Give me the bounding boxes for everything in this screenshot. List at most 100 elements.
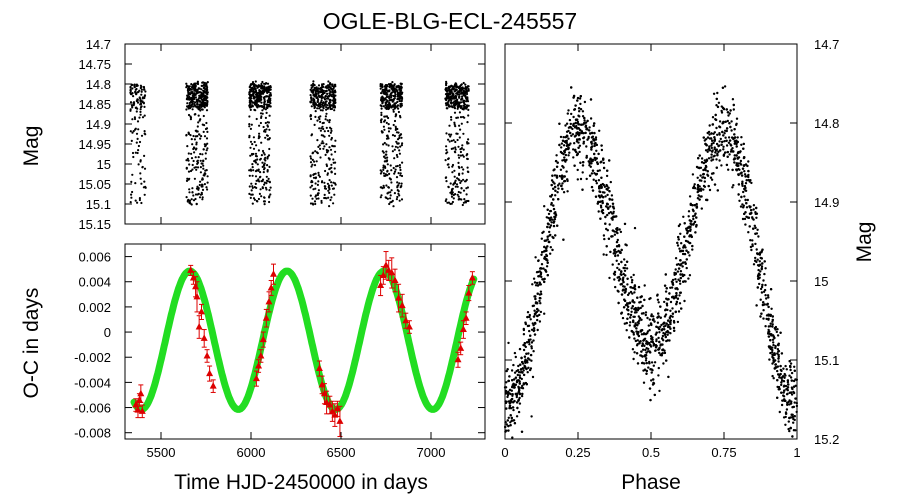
phased-point xyxy=(594,158,597,162)
lightcurve-time-point xyxy=(262,107,266,110)
lightcurve-time-point xyxy=(190,99,193,102)
phased-point xyxy=(749,239,752,242)
phased-point xyxy=(783,372,786,376)
phased-point xyxy=(698,154,701,157)
lightcurve-time-point xyxy=(460,166,463,169)
lightcurve-time-point xyxy=(320,201,323,204)
phased-point xyxy=(658,340,661,344)
phased-point xyxy=(524,381,528,385)
phased-point xyxy=(588,174,592,177)
lightcurve-time-point xyxy=(310,98,313,101)
phased-point xyxy=(643,344,646,347)
phased-point xyxy=(731,98,735,101)
lightcurve-time-point xyxy=(196,101,199,104)
lightcurve-time-point xyxy=(248,103,251,106)
phased-point xyxy=(635,327,638,330)
lightcurve-time-point xyxy=(317,84,321,87)
lightcurve-time-point xyxy=(195,143,198,146)
phased-point xyxy=(528,313,531,317)
lightcurve-time-point xyxy=(193,166,196,169)
phased-point xyxy=(614,285,617,289)
lightcurve-time-point xyxy=(140,88,143,91)
phased-point xyxy=(650,337,653,340)
phased-point xyxy=(565,130,569,133)
lightcurve-time-point xyxy=(321,93,324,96)
phased-point xyxy=(706,170,709,173)
lightcurve-time-point xyxy=(134,127,137,130)
phased-point xyxy=(525,359,529,362)
lightcurve-time-point xyxy=(317,197,320,200)
phased-point xyxy=(655,325,658,328)
phased-point xyxy=(760,257,763,260)
phased-point xyxy=(676,270,680,273)
oc-point xyxy=(405,323,413,330)
phased-point xyxy=(793,415,796,418)
lightcurve-time-point xyxy=(202,89,205,92)
lightcurve-time-point xyxy=(314,202,317,206)
lightcurve-time-point xyxy=(311,85,314,88)
lightcurve-time-point xyxy=(454,82,457,85)
phased-point xyxy=(558,143,561,147)
phased-point xyxy=(771,351,774,354)
phased-point xyxy=(607,206,610,209)
phased-point xyxy=(729,109,732,112)
phased-point xyxy=(698,179,702,182)
phased-point xyxy=(786,383,790,386)
phased-point xyxy=(783,399,786,402)
phased-point xyxy=(577,141,580,144)
phased-point xyxy=(686,240,689,243)
lightcurve-time-point xyxy=(144,90,147,93)
lightcurve-time-point xyxy=(311,158,314,161)
phased-point xyxy=(512,363,515,367)
phased-point xyxy=(508,375,511,378)
phased-point xyxy=(704,168,707,172)
lightcurve-time-point xyxy=(330,129,333,132)
lightcurve-time-point xyxy=(204,145,207,148)
phased-point xyxy=(546,259,549,262)
lightcurve-time-point xyxy=(257,91,260,94)
lightcurve-time-point xyxy=(445,107,448,110)
phased-point xyxy=(546,208,549,211)
phased-point xyxy=(780,383,783,387)
phased-point xyxy=(683,244,686,247)
phased-point xyxy=(562,136,565,139)
phased-point xyxy=(765,297,768,300)
lightcurve-time-point xyxy=(461,95,464,98)
phased-point xyxy=(730,120,733,123)
lightcurve-time-point xyxy=(204,152,207,155)
lightcurve-time-point xyxy=(460,198,463,201)
lightcurve-time-point xyxy=(324,169,327,173)
lightcurve-time-point xyxy=(398,199,401,202)
phased-point xyxy=(648,362,651,365)
phased-point xyxy=(645,372,648,375)
lightcurve-time-point xyxy=(389,191,392,194)
lightcurve-time-point xyxy=(190,138,193,141)
phased-point xyxy=(769,347,772,351)
phased-point xyxy=(657,374,660,377)
lightcurve-time-point xyxy=(317,171,320,174)
lightcurve-time-point xyxy=(460,187,463,190)
phased-point xyxy=(628,324,631,327)
lightcurve-time-point xyxy=(392,110,395,113)
phased-point xyxy=(533,281,537,284)
phased-point xyxy=(777,388,780,391)
phased-point xyxy=(752,208,755,211)
oc-xticks: 5500 6000 6500 7000 xyxy=(147,244,445,460)
lightcurve-time-point xyxy=(316,183,319,186)
phased-point xyxy=(652,378,655,381)
phased-point xyxy=(732,150,735,153)
phased-point xyxy=(613,273,616,276)
lightcurve-time-point xyxy=(386,100,389,103)
phased-point xyxy=(769,322,772,325)
lightcurve-time-point xyxy=(451,94,454,97)
lightcurve-time-point xyxy=(141,165,144,169)
oc-point xyxy=(209,382,217,389)
lightcurve-time-point xyxy=(447,86,450,89)
lightcurve-time-point xyxy=(459,154,462,157)
lightcurve-time-point xyxy=(326,119,329,122)
lightcurve-time-point xyxy=(266,103,270,106)
phased-point xyxy=(760,285,764,289)
phased-point xyxy=(578,150,581,154)
phased-point xyxy=(715,158,718,161)
lightcurve-time-point xyxy=(465,88,468,92)
